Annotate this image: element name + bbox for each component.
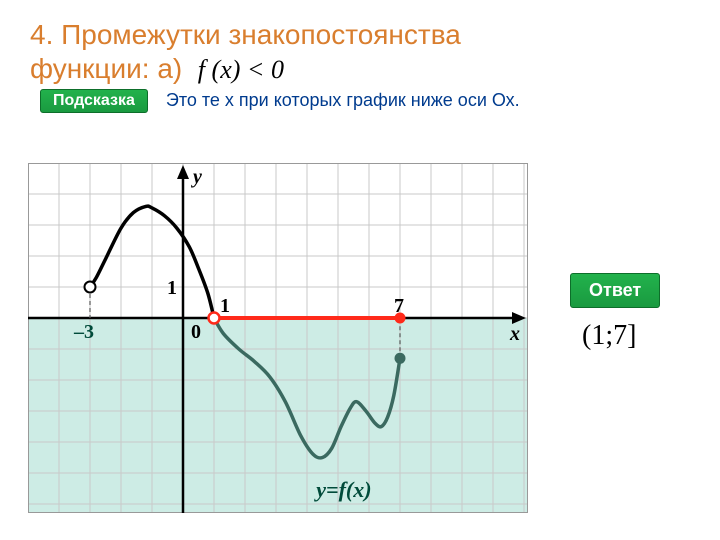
hint-button[interactable]: Подсказка: [40, 89, 148, 113]
formula: f (x) < 0: [198, 55, 284, 84]
answer-button-label: Ответ: [589, 280, 641, 300]
svg-text:–3: –3: [73, 321, 94, 343]
hint-text: Это те х при которых график ниже оси Ох.: [166, 90, 520, 111]
answer-text: (1;7]: [582, 320, 636, 352]
svg-text:0: 0: [191, 321, 201, 343]
svg-text:1: 1: [167, 277, 177, 299]
svg-text:7: 7: [394, 295, 404, 317]
task-title: 4. Промежутки знакопостоянства функции: …: [0, 0, 720, 89]
svg-text:y=f(x): y=f(x): [313, 477, 371, 502]
title-line-2: функции: а): [30, 53, 182, 84]
title-line-1: 4. Промежутки знакопостоянства: [30, 19, 461, 50]
svg-text:x: x: [509, 323, 520, 345]
function-chart: y x 01 1 7 –3 y=f(x): [28, 163, 528, 513]
hint-button-label: Подсказка: [53, 92, 135, 109]
svg-text:y: y: [191, 166, 202, 188]
svg-text:1: 1: [220, 295, 230, 317]
answer-button[interactable]: Ответ: [570, 273, 660, 308]
